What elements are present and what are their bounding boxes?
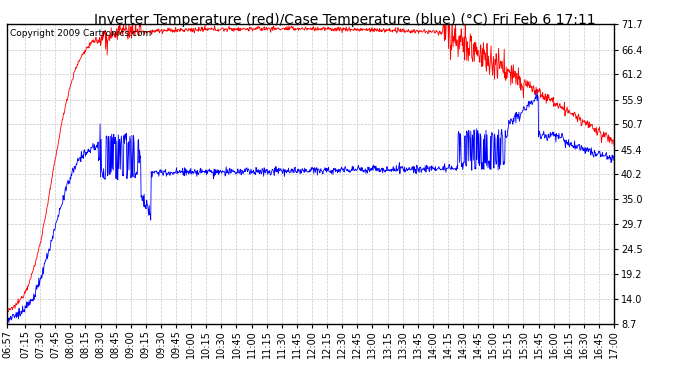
Text: Inverter Temperature (red)/Case Temperature (blue) (°C) Fri Feb 6 17:11: Inverter Temperature (red)/Case Temperat… [95, 13, 595, 27]
Text: Copyright 2009 Cartronics.com: Copyright 2009 Cartronics.com [10, 29, 151, 38]
